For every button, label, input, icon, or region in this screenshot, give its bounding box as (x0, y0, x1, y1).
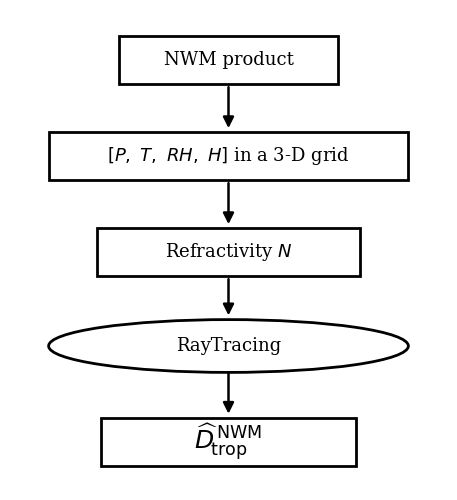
Text: RayTracing: RayTracing (176, 337, 281, 355)
FancyBboxPatch shape (119, 36, 338, 84)
Text: NWM product: NWM product (164, 52, 293, 70)
Text: Refractivity $N$: Refractivity $N$ (165, 242, 292, 264)
Text: $[P,\ T,\ \mathit{RH},\ H]$ in a 3-D grid: $[P,\ T,\ \mathit{RH},\ H]$ in a 3-D gri… (107, 146, 350, 168)
FancyBboxPatch shape (48, 132, 409, 180)
Ellipse shape (48, 320, 409, 372)
Text: $\widehat{D}_{\!\mathrm{trop}}^{\,\mathrm{NWM}}$: $\widehat{D}_{\!\mathrm{trop}}^{\,\mathr… (194, 422, 263, 463)
FancyBboxPatch shape (101, 418, 356, 466)
FancyBboxPatch shape (97, 228, 360, 276)
